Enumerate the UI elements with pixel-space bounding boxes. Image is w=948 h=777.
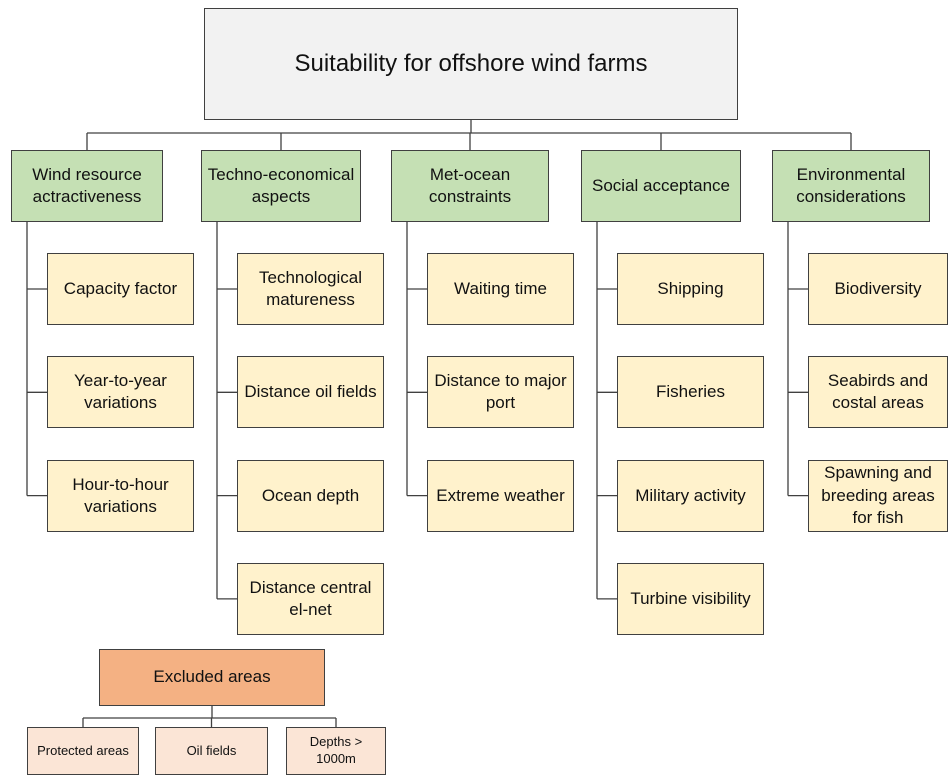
category-node: Met-ocean constraints: [391, 150, 549, 222]
criterion-node: Waiting time: [427, 253, 574, 325]
criterion-node: Distance to major port: [427, 356, 574, 429]
category-node: Social acceptance: [581, 150, 741, 222]
criterion-node: Military activity: [617, 459, 764, 532]
criterion-node: Shipping: [617, 253, 764, 325]
excluded-item: Depths > 1000m: [286, 727, 386, 775]
excluded-item: Oil fields: [155, 727, 268, 775]
excluded-item: Protected areas: [27, 727, 139, 775]
root-node: Suitability for offshore wind farms: [204, 8, 738, 120]
category-node: Techno-economical aspects: [201, 150, 361, 222]
criterion-node: Extreme weather: [427, 459, 574, 532]
criterion-node: Spawning and breeding areas for fish: [808, 459, 948, 532]
category-node: Environmental considerations: [772, 150, 930, 222]
criterion-node: Technological matureness: [237, 253, 384, 325]
criterion-node: Capacity factor: [47, 253, 194, 325]
criterion-node: Seabirds and costal areas: [808, 356, 948, 429]
excluded-node: Excluded areas: [99, 649, 325, 706]
criterion-node: Biodiversity: [808, 253, 948, 325]
criterion-node: Fisheries: [617, 356, 764, 429]
criterion-node: Ocean depth: [237, 459, 384, 532]
criterion-node: Turbine visibility: [617, 562, 764, 635]
criterion-node: Hour-to-hour variations: [47, 459, 194, 532]
criterion-node: Distance oil fields: [237, 356, 384, 429]
category-node: Wind resource actractiveness: [11, 150, 163, 222]
criterion-node: Year-to-year variations: [47, 356, 194, 429]
criterion-node: Distance central el-net: [237, 562, 384, 635]
